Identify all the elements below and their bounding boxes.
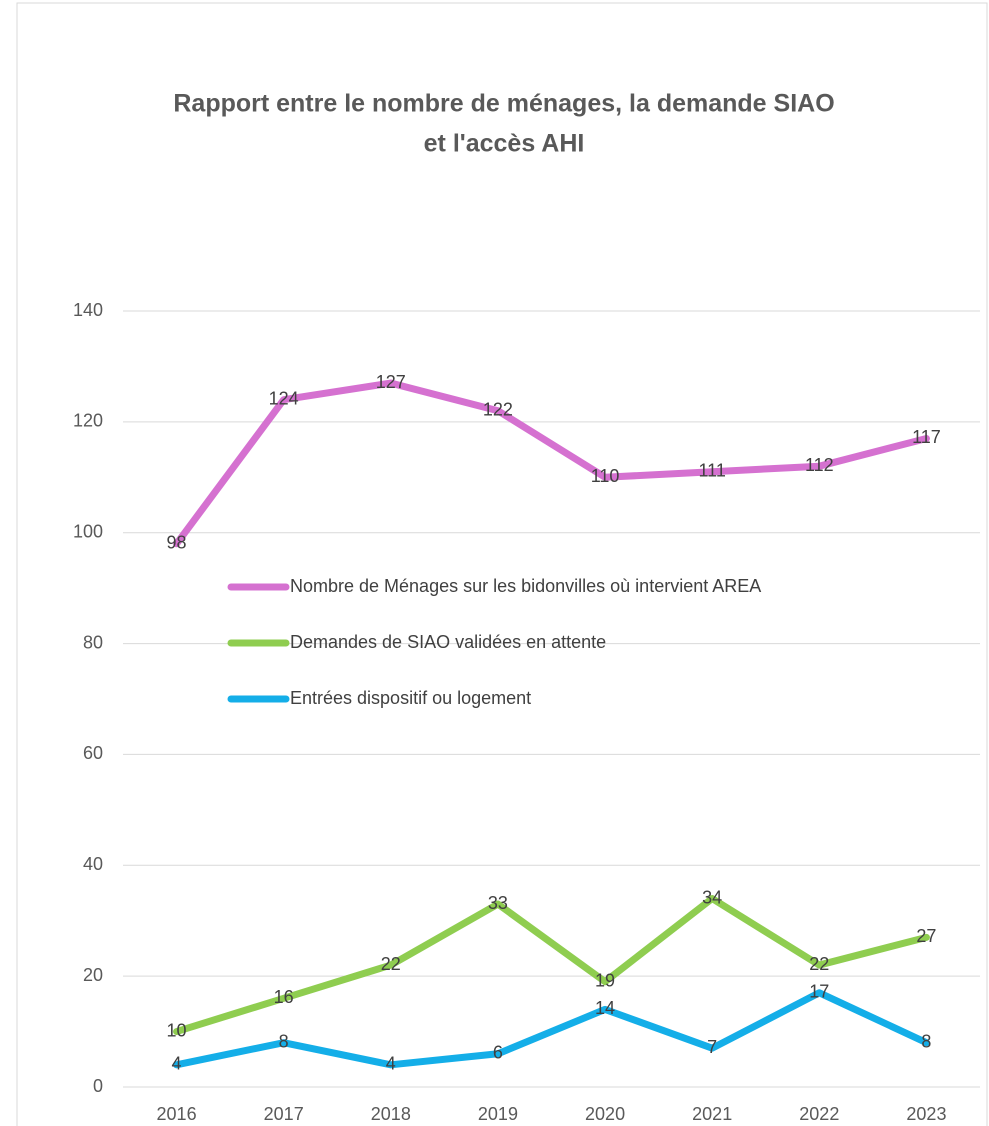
data-label: 98 [167,533,187,553]
chart-title: Rapport entre le nombre de ménages, la d… [173,90,834,118]
series-line [173,379,930,548]
data-label: 8 [279,1031,289,1051]
data-label: 6 [493,1042,503,1062]
data-label: 127 [376,372,406,392]
x-tick-label: 2020 [585,1104,625,1124]
y-tick-label: 0 [93,1076,103,1096]
x-tick-label: 2022 [799,1104,839,1124]
data-label: 34 [702,887,722,907]
data-label: 110 [591,466,620,486]
data-label: 122 [483,400,513,420]
series-line [173,989,930,1069]
data-label: 14 [595,998,615,1018]
x-tick-label: 2019 [478,1104,518,1124]
data-label: 22 [381,954,401,974]
legend-label: Demandes de SIAO validées en attente [290,632,606,652]
data-label: 19 [595,970,615,990]
y-tick-label: 80 [83,632,103,652]
data-label: 22 [809,954,829,974]
data-label: 8 [921,1031,931,1051]
x-tick-label: 2023 [906,1104,946,1124]
y-tick-label: 100 [73,521,103,541]
y-tick-label: 60 [83,743,103,763]
data-label: 117 [912,427,941,447]
series-line [173,895,930,1036]
x-tick-label: 2016 [157,1104,197,1124]
x-tick-label: 2018 [371,1104,411,1124]
y-tick-label: 20 [83,965,103,985]
data-label: 4 [172,1054,182,1074]
chart-title: et l'accès AHI [424,130,585,158]
y-tick-label: 120 [73,411,103,431]
data-label: 112 [805,455,834,475]
data-label: 17 [809,982,829,1002]
data-label: 124 [269,388,299,408]
legend-label: Nombre de Ménages sur les bidonvilles où… [290,576,761,596]
data-label: 4 [386,1054,396,1074]
data-label: 111 [699,460,726,480]
y-tick-label: 40 [83,854,103,874]
legend-label: Entrées dispositif ou logement [290,688,531,708]
data-label: 16 [274,987,294,1007]
data-label: 27 [916,926,936,946]
x-tick-label: 2021 [692,1104,732,1124]
chart-frame [16,2,988,1126]
data-label: 33 [488,893,508,913]
y-tick-label: 140 [73,300,103,320]
data-label: 10 [167,1020,187,1040]
data-label: 7 [707,1037,717,1057]
x-tick-label: 2017 [264,1104,304,1124]
